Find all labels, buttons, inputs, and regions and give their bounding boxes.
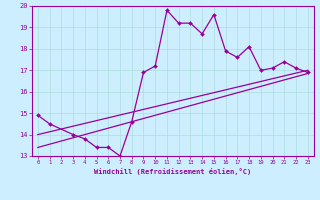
X-axis label: Windchill (Refroidissement éolien,°C): Windchill (Refroidissement éolien,°C) — [94, 168, 252, 175]
